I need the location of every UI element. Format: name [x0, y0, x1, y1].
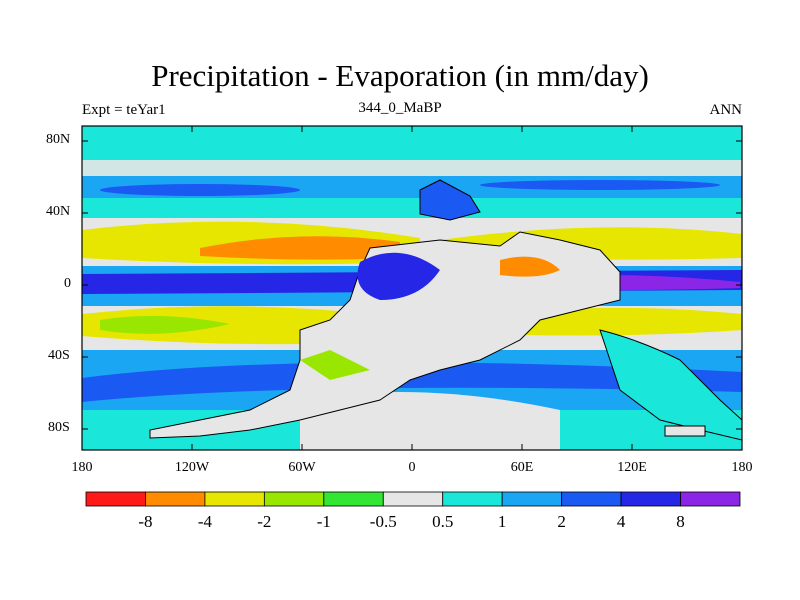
lon-tick-180e: 180	[731, 460, 753, 475]
colorbar-swatch	[263, 491, 325, 507]
continent-outline	[149, 231, 621, 439]
colorbar-swatch	[680, 491, 741, 507]
colorbar-swatch	[501, 491, 563, 507]
colorbar-swatch	[85, 491, 146, 507]
colorbar-label: -0.5	[369, 512, 397, 531]
experiment-label: Expt = teYar1	[82, 102, 166, 118]
lat-tick-80s: 80S	[48, 420, 70, 435]
lat-tick-40s: 40S	[48, 348, 70, 363]
colorbar-swatch	[620, 491, 681, 507]
colorbar-label: 4	[616, 512, 626, 531]
colorbar-label: 1	[497, 512, 507, 531]
lat-tick-40n: 40N	[46, 204, 71, 219]
colorbar-label: -2	[257, 512, 272, 531]
lon-tick-60w: 60W	[288, 460, 316, 475]
colorbar-swatch	[442, 491, 503, 507]
lon-tick-120e: 120E	[617, 460, 647, 475]
colorbar-swatch	[382, 491, 444, 507]
colorbar-swatch	[323, 491, 384, 507]
case-label: 344_0_MaBP	[358, 100, 442, 116]
lat-tick-80n: 80N	[46, 132, 71, 147]
colorbar-swatch	[561, 491, 622, 507]
lat-tick-0: 0	[64, 276, 71, 291]
colorbar-label: 2	[557, 512, 566, 531]
map-title: Precipitation - Evaporation (in mm/day)	[151, 58, 649, 93]
colorbar-label: -1	[316, 512, 331, 531]
colorbar-swatch	[145, 491, 206, 507]
season-label: ANN	[709, 102, 743, 118]
colorbar-swatch	[204, 491, 265, 507]
lon-tick-120w: 120W	[174, 460, 210, 475]
lon-tick-0: 0	[408, 460, 416, 475]
colorbar	[85, 491, 741, 507]
colorbar-label: 8	[676, 512, 685, 531]
lon-tick-180w: 180	[71, 460, 93, 475]
lon-tick-60e: 60E	[510, 460, 534, 475]
colorbar-label: 0.5	[432, 512, 454, 531]
colorbar-label: -8	[138, 512, 153, 531]
colorbar-label: -4	[197, 512, 212, 531]
